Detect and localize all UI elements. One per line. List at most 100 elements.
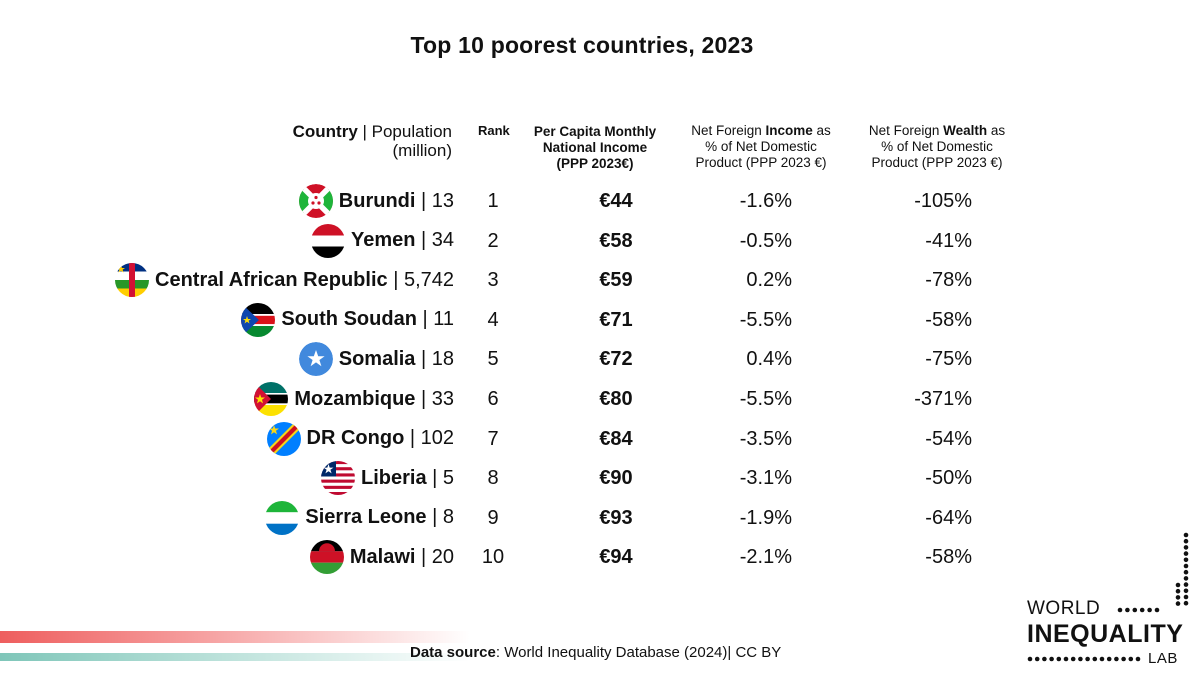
- net-foreign-wealth-cell: -371%: [914, 388, 972, 410]
- header-nfi-line3: Product (PPP 2023 €): [695, 155, 827, 170]
- country-cell: DR Congo | 102: [266, 421, 454, 456]
- header-nfw-pre: Net Foreign: [868, 123, 944, 138]
- country-cell: Sierra Leone | 8: [265, 500, 454, 535]
- net-foreign-income-cell: -2.1%: [739, 546, 792, 569]
- header-country: Country | Population (million): [192, 122, 452, 160]
- country-name: Somalia: [338, 347, 416, 370]
- country-name: Malawi: [349, 545, 416, 568]
- logo-line-world: WORLD: [1027, 598, 1101, 619]
- malawi-flag-icon: [309, 540, 344, 575]
- dr-congo-flag-icon: [266, 421, 301, 456]
- country-cell: Yemen | 34: [310, 223, 454, 258]
- table-row: Mozambique | 33 6 €80 -5.5% -371%: [0, 382, 1200, 416]
- country-cell: Burundi | 13: [298, 184, 454, 218]
- country-name: DR Congo: [306, 427, 405, 450]
- header-per-capita-line3: (PPP 2023€): [556, 156, 634, 171]
- header-nfw-line2: % of Net Domestic: [881, 139, 993, 154]
- country-cell: Central African Republic | 5,742: [115, 263, 454, 298]
- header-rank: Rank: [478, 123, 510, 138]
- country-population: | 34: [415, 229, 454, 252]
- net-foreign-wealth-cell: -58%: [925, 546, 972, 569]
- table-row: Malawi | 20 10 €94 -2.1% -58%: [0, 540, 1200, 575]
- data-source-label: Data source: [410, 644, 496, 661]
- header-nfi-bold: Income: [765, 123, 813, 138]
- header-nfi-pre: Net Foreign: [691, 123, 766, 138]
- header-country-rest: | Population: [357, 122, 453, 141]
- per-capita-income-cell: €58: [599, 229, 633, 252]
- burundi-flag-icon: [298, 184, 333, 218]
- country-population: | 18: [415, 347, 454, 370]
- country-name: Mozambique: [294, 387, 416, 410]
- net-foreign-income-cell: -3.5%: [739, 427, 792, 450]
- country-cell: Somalia | 18: [298, 342, 454, 377]
- table-row: Liberia | 5 8 €90 -3.1% -50%: [0, 461, 1200, 496]
- net-foreign-wealth-cell: -50%: [925, 467, 972, 490]
- table-row: Somalia | 18 5 €72 0.4% -75%: [0, 342, 1200, 377]
- net-foreign-wealth-cell: -64%: [925, 506, 972, 529]
- rank-cell: 6: [487, 388, 499, 410]
- yemen-flag-icon: [310, 223, 345, 258]
- country-cell: Mozambique | 33: [254, 382, 454, 416]
- header-per-capita-line2: National Income: [542, 140, 648, 155]
- country-population: | 13: [415, 189, 454, 212]
- header-nfi-line2: % of Net Domestic: [705, 139, 817, 154]
- country-population: | 33: [415, 387, 454, 410]
- header-country-bold: Country: [292, 122, 358, 141]
- table-row: DR Congo | 102 7 €84 -3.5% -54%: [0, 421, 1200, 456]
- country-cell: Malawi | 20: [309, 540, 454, 575]
- rank-cell: 5: [487, 348, 499, 371]
- logo-line-lab: LAB: [1148, 650, 1178, 667]
- country-cell: Liberia | 5: [320, 461, 454, 496]
- country-population: | 8: [426, 506, 454, 529]
- south-sudan-flag-icon: [241, 302, 276, 337]
- data-source-text: : World Inequality Database (2024)| CC B…: [495, 644, 782, 661]
- country-name: South Soudan: [281, 308, 417, 331]
- per-capita-income-cell: €44: [599, 190, 633, 212]
- header-nfw-line3: Product (PPP 2023 €): [871, 155, 1003, 170]
- header-country-unit: (million): [392, 141, 453, 160]
- country-name: Liberia: [360, 466, 427, 489]
- net-foreign-income-cell: -3.1%: [739, 467, 792, 490]
- net-foreign-income-cell: -5.5%: [739, 388, 792, 410]
- liberia-flag-icon: [320, 461, 355, 496]
- country-name: Burundi: [338, 189, 416, 212]
- sierra-leone-flag-icon: [265, 500, 300, 535]
- rank-cell: 7: [487, 427, 499, 450]
- rank-cell: 1: [487, 190, 499, 212]
- header-nfw-bold: Wealth: [943, 123, 988, 138]
- net-foreign-wealth-cell: -105%: [914, 190, 972, 212]
- table-row: Burundi | 13 1 €44 -1.6% -105%: [0, 184, 1200, 218]
- country-population: | 5: [426, 466, 454, 489]
- country-name: Central African Republic: [155, 268, 388, 291]
- net-foreign-wealth-cell: -41%: [925, 229, 972, 252]
- world-inequality-lab-logo-icon: [1027, 532, 1189, 662]
- mozambique-flag-icon: [254, 382, 289, 416]
- rank-cell: 8: [487, 467, 499, 490]
- net-foreign-income-cell: -1.6%: [739, 190, 792, 212]
- per-capita-income-cell: €72: [599, 348, 633, 371]
- per-capita-income-cell: €80: [599, 388, 633, 410]
- car-flag-icon: [115, 263, 149, 298]
- table-row: South Soudan | 11 4 €71 -5.5% -58%: [0, 302, 1200, 337]
- country-population: | 11: [416, 308, 454, 331]
- header-net-foreign-wealth: Net Foreign Wealth as % of Net Domestic …: [852, 123, 1022, 171]
- per-capita-income-cell: €84: [599, 427, 633, 450]
- header-per-capita-line1: Per Capita Monthly: [533, 124, 657, 139]
- header-per-capita: Per Capita Monthly National Income (PPP …: [520, 124, 670, 172]
- rank-cell: 3: [487, 269, 499, 292]
- per-capita-income-cell: €59: [599, 269, 633, 292]
- rank-cell: 9: [487, 506, 499, 529]
- country-name: Yemen: [350, 229, 416, 252]
- country-population: | 20: [415, 545, 454, 568]
- per-capita-income-cell: €93: [599, 506, 633, 529]
- rank-cell: 4: [487, 308, 499, 331]
- decorative-red-bar: [0, 631, 470, 643]
- per-capita-income-cell: €94: [599, 546, 633, 569]
- net-foreign-income-cell: 0.2%: [746, 269, 792, 292]
- net-foreign-income-cell: -5.5%: [739, 308, 792, 331]
- table-row: Central African Republic | 5,742 3 €59 0.2%…: [0, 263, 1200, 298]
- net-foreign-income-cell: -0.5%: [739, 229, 792, 252]
- somalia-flag-icon: [298, 342, 333, 377]
- country-name: Sierra Leone: [305, 506, 427, 529]
- net-foreign-wealth-cell: -75%: [925, 348, 972, 371]
